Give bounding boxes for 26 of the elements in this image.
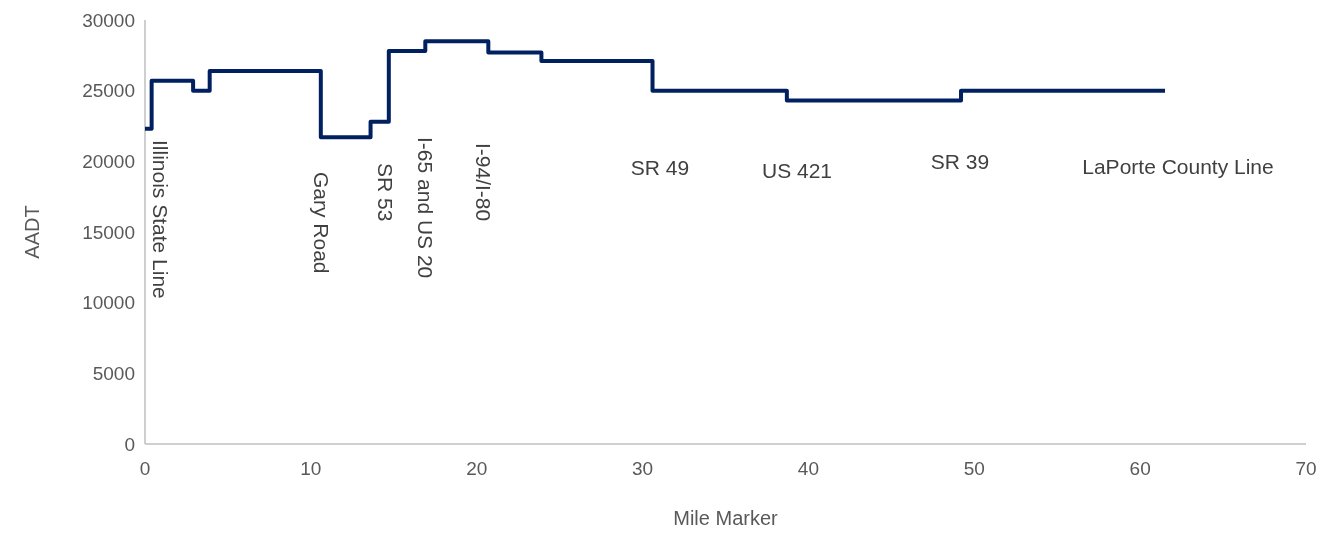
annotation: SR 53 <box>373 163 397 222</box>
y-tick-label: 10000 <box>82 292 135 314</box>
x-tick-label: 10 <box>300 457 322 479</box>
y-tick-label: 5000 <box>92 362 135 384</box>
annotation: Gary Road <box>309 172 333 274</box>
annotation: I-65 and US 20 <box>413 137 437 279</box>
annotation: I-94/I-80 <box>471 143 495 222</box>
x-axis-title: Mile Marker <box>673 507 779 529</box>
y-tick-label: 0 <box>124 433 135 455</box>
x-tick-label: 50 <box>963 457 985 479</box>
annotation: Illinois State Line <box>148 140 172 299</box>
annotation: SR 49 <box>630 155 690 179</box>
y-tick-label: 30000 <box>82 9 135 31</box>
y-axis-title: AADT <box>21 205 43 259</box>
annotation: SR 39 <box>930 149 990 173</box>
x-tick-label: 70 <box>1295 457 1317 479</box>
y-tick-label: 20000 <box>82 150 135 172</box>
y-tick-label: 15000 <box>82 221 135 243</box>
y-tick-label: 25000 <box>82 80 135 102</box>
x-tick-label: 40 <box>797 457 819 479</box>
annotation: LaPorte County Line <box>1082 154 1274 178</box>
annotation: US 421 <box>761 158 833 182</box>
x-tick-label: 60 <box>1129 457 1151 479</box>
x-tick-label: 20 <box>466 457 488 479</box>
x-tick-label: 0 <box>139 457 151 479</box>
x-tick-label: 30 <box>632 457 654 479</box>
